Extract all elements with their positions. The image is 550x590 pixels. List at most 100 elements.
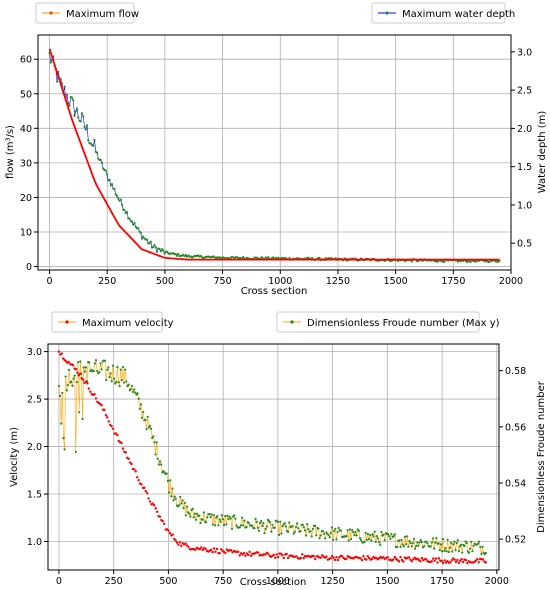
point-froude	[111, 364, 114, 367]
point-max-velocity	[295, 555, 298, 558]
point-max-velocity	[481, 558, 485, 561]
point-froude	[309, 530, 312, 533]
point-froude	[67, 368, 71, 372]
point-max-velocity	[266, 552, 270, 555]
point-froude	[406, 535, 409, 538]
point-max-velocity	[111, 427, 115, 431]
point-froude	[60, 422, 63, 425]
y-tick-label: 1.0	[27, 537, 42, 548]
point-froude	[407, 545, 410, 548]
point-froude	[293, 530, 296, 533]
point-froude	[453, 540, 456, 543]
point-froude	[245, 525, 248, 529]
point-froude	[393, 533, 396, 536]
point-froude	[481, 545, 484, 548]
point-max-velocity	[276, 555, 280, 559]
point-froude	[160, 463, 163, 466]
point-froude	[284, 525, 287, 528]
point-froude	[445, 550, 448, 553]
y2-axis-label: Water depth (m)	[537, 111, 548, 194]
point-max-water-depth	[152, 245, 155, 248]
point-froude	[472, 544, 475, 547]
point-froude	[260, 520, 263, 523]
point-froude	[417, 544, 420, 547]
point-froude	[318, 537, 321, 540]
point-max-velocity	[218, 552, 221, 555]
point-froude	[351, 528, 354, 532]
point-max-velocity	[335, 556, 338, 559]
point-froude	[82, 366, 85, 369]
point-froude	[216, 514, 219, 518]
point-froude	[358, 537, 362, 540]
point-froude	[346, 529, 349, 532]
point-max-water-depth	[68, 104, 71, 107]
point-froude	[212, 514, 216, 517]
y-tick-label: 3.0	[27, 347, 42, 358]
point-froude	[199, 522, 202, 525]
point-max-velocity	[312, 555, 315, 558]
point-max-velocity	[174, 539, 177, 542]
point-froude	[153, 441, 156, 444]
point-froude	[347, 539, 350, 542]
point-froude	[98, 371, 101, 374]
point-max-water-depth	[132, 223, 135, 226]
point-froude	[79, 360, 82, 363]
point-froude	[270, 530, 273, 533]
point-froude	[218, 518, 221, 521]
point-max-velocity	[407, 556, 411, 559]
point-max-velocity	[143, 486, 146, 489]
point-max-velocity	[443, 559, 446, 562]
y2-tick-label: 1.0	[517, 200, 532, 211]
point-max-water-depth	[105, 173, 109, 176]
point-froude	[398, 539, 401, 542]
point-froude	[317, 527, 320, 530]
point-max-velocity	[71, 364, 75, 367]
y2-tick-label: 3.0	[517, 47, 532, 58]
x-axis-label: Cross section	[241, 286, 308, 297]
point-froude	[238, 526, 241, 529]
point-froude	[339, 529, 343, 532]
point-max-velocity	[249, 554, 253, 557]
point-froude	[345, 534, 348, 538]
point-max-water-depth	[49, 61, 52, 64]
point-froude	[194, 518, 198, 521]
point-max-velocity	[158, 515, 162, 518]
point-froude	[327, 533, 330, 537]
point-froude	[426, 542, 429, 545]
point-max-velocity	[148, 500, 152, 503]
point-max-velocity	[145, 491, 149, 495]
point-froude	[170, 495, 173, 498]
point-froude	[415, 544, 418, 548]
point-max-velocity	[360, 558, 364, 562]
point-froude	[217, 524, 220, 527]
point-froude	[179, 495, 182, 498]
x-tick-label: 1750	[430, 576, 454, 587]
point-max-velocity	[229, 549, 233, 552]
point-froude	[313, 524, 317, 527]
point-max-velocity	[171, 533, 174, 536]
point-froude	[467, 551, 471, 554]
point-max-water-depth	[159, 249, 162, 253]
point-froude	[253, 527, 256, 530]
point-froude	[476, 542, 480, 545]
point-froude	[396, 546, 399, 549]
point-max-velocity	[151, 502, 155, 505]
point-froude	[117, 381, 120, 384]
point-max-velocity	[274, 556, 277, 559]
point-froude	[302, 526, 305, 529]
point-max-water-depth	[310, 256, 314, 260]
point-max-velocity	[299, 556, 303, 560]
point-froude	[434, 541, 437, 544]
legend-label: Dimensionless Froude number (Max y)	[307, 318, 500, 329]
point-max-velocity	[198, 548, 202, 551]
point-froude	[329, 531, 332, 534]
legend-marker	[65, 320, 69, 324]
point-max-velocity	[440, 559, 443, 563]
x-tick-label: 1000	[266, 576, 290, 587]
point-max-velocity	[430, 560, 433, 563]
legend-box	[51, 311, 163, 333]
point-froude	[255, 520, 258, 524]
point-max-velocity	[114, 432, 118, 435]
point-froude	[322, 532, 326, 535]
point-max-water-depth	[139, 231, 142, 234]
